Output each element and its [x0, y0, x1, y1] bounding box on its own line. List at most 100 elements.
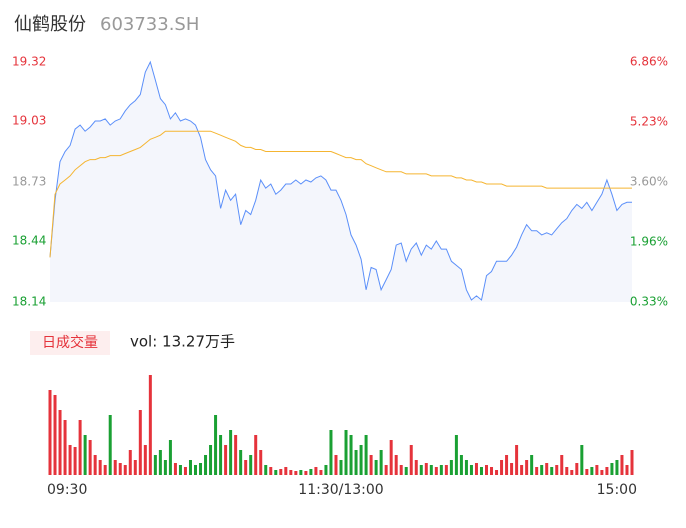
volume-bar [214, 415, 218, 475]
volume-bar [153, 455, 157, 475]
volume-bar [459, 455, 463, 475]
volume-bar [274, 470, 278, 475]
volume-bar [454, 435, 458, 475]
volume-bar [469, 465, 473, 475]
volume-bar [575, 463, 579, 475]
y-tick-label: 18.44 [12, 233, 46, 247]
volume-bar [354, 450, 358, 475]
volume-bar [339, 460, 343, 475]
volume-bar [244, 460, 248, 475]
volume-bar [103, 465, 107, 475]
y2-tick-label: 5.23% [630, 114, 668, 128]
y2-tick-label: 3.60% [630, 174, 668, 188]
volume-bar [279, 469, 283, 475]
volume-bar [63, 420, 67, 475]
volume-bar [68, 445, 72, 475]
volume-button[interactable]: 日成交量 [42, 334, 98, 351]
volume-bar [560, 455, 564, 475]
volume-bar [148, 375, 152, 475]
volume-bar [143, 445, 147, 475]
volume-bar [138, 410, 142, 475]
volume-bar [334, 455, 338, 475]
volume-bar [595, 465, 599, 475]
volume-bar [194, 465, 197, 475]
volume-bar [289, 470, 293, 475]
volume-bar [314, 467, 318, 475]
volume-bar [424, 463, 428, 475]
volume-bar [615, 460, 619, 475]
y2-tick-label: 6.86% [630, 55, 668, 69]
volume-bar [404, 467, 408, 475]
volume-bar [379, 450, 383, 475]
volume-bar [545, 463, 549, 475]
y-tick-label: 18.14 [12, 295, 46, 309]
volume-bar [565, 467, 569, 475]
x-tick-label: 09:30 [47, 482, 87, 498]
volume-bar [48, 390, 52, 475]
volume-bar [510, 463, 514, 475]
volume-bar [224, 445, 228, 475]
volume-bar [98, 460, 102, 475]
volume-bar [419, 465, 423, 475]
volume-bar [399, 465, 403, 475]
volume-bar [449, 460, 453, 475]
volume-bar [78, 420, 82, 475]
y2-tick-label: 0.33% [630, 295, 668, 309]
volume-bar [53, 395, 57, 475]
volume-bar [344, 430, 348, 475]
stock-code: 603733.SH [100, 14, 199, 35]
volume-bar [535, 467, 539, 475]
volume-bar [168, 440, 172, 475]
volume-bar [409, 445, 413, 475]
volume-bar [394, 455, 398, 475]
volume-bar [605, 467, 609, 475]
y-tick-label: 19.32 [12, 55, 46, 69]
volume-bar [324, 465, 328, 475]
volume-bar [590, 467, 594, 475]
volume-bar [585, 469, 589, 475]
volume-bar [264, 465, 268, 475]
volume-bar [118, 463, 122, 475]
volume-bar [83, 435, 87, 475]
volume-bar [304, 471, 308, 475]
volume-bar [158, 450, 162, 475]
volume-bar [580, 445, 584, 475]
volume-bar [204, 455, 208, 475]
volume-bar [163, 460, 167, 475]
volume-bar [444, 465, 448, 475]
volume-bar [495, 470, 499, 475]
volume-bar [234, 435, 238, 475]
volume-bar [485, 465, 488, 475]
volume-bar [128, 450, 132, 475]
volume-bar [259, 450, 263, 475]
volume-bar [173, 463, 177, 475]
volume-bar [254, 435, 258, 475]
volume-bar [178, 465, 182, 475]
volume-bar [183, 467, 187, 475]
volume-bar [600, 470, 604, 475]
volume-bar [610, 463, 614, 475]
volume-bar [269, 467, 273, 475]
stock-name: 仙鹤股份 [14, 14, 86, 35]
volume-bar [374, 460, 378, 475]
volume-bar [294, 471, 298, 475]
volume-button-bg[interactable] [30, 331, 110, 355]
volume-bar [550, 467, 554, 475]
volume-bar [434, 467, 438, 475]
price-area [50, 62, 632, 302]
volume-bar [414, 460, 418, 475]
y2-tick-label: 1.96% [630, 235, 668, 249]
x-tick-label: 11:30/13:00 [298, 482, 383, 498]
volume-bar [249, 455, 253, 475]
volume-bar [349, 435, 353, 475]
y-tick-label: 19.03 [12, 113, 46, 127]
volume-bar [319, 470, 323, 475]
volume-bar [239, 450, 243, 475]
volume-bar [630, 450, 634, 475]
volume-bar [113, 460, 117, 475]
volume-bar [93, 455, 97, 475]
volume-bar [500, 460, 504, 475]
volume-bar [133, 460, 137, 475]
volume-bar [364, 435, 368, 475]
volume-bar [188, 460, 192, 475]
